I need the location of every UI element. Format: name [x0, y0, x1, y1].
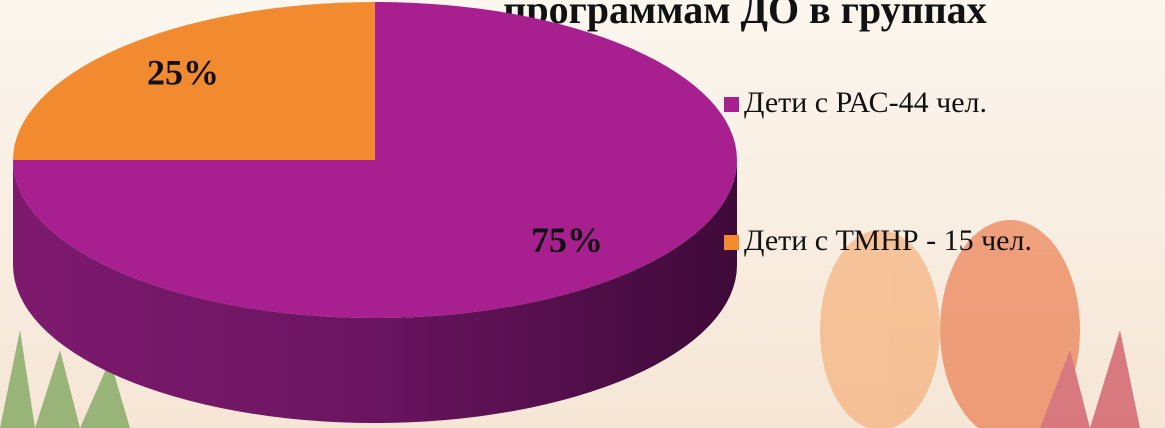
legend-label: Дети с РАС-44 чел. — [744, 86, 987, 119]
legend-swatch — [724, 235, 739, 250]
data-label: 25% — [147, 52, 219, 92]
data-label: 75% — [531, 220, 603, 260]
legend-label: Дети с ТМНР - 15 чел. — [744, 224, 1032, 257]
legend-swatch — [724, 97, 739, 112]
pie: 75% 25% — [13, 2, 737, 423]
page: программам ДО в группах 75% 25% Дети с РА… — [0, 0, 1165, 428]
chart-title: программам ДО в группах — [503, 0, 986, 32]
chart: программам ДО в группах 75% 25% Дети с РА… — [0, 0, 1165, 428]
